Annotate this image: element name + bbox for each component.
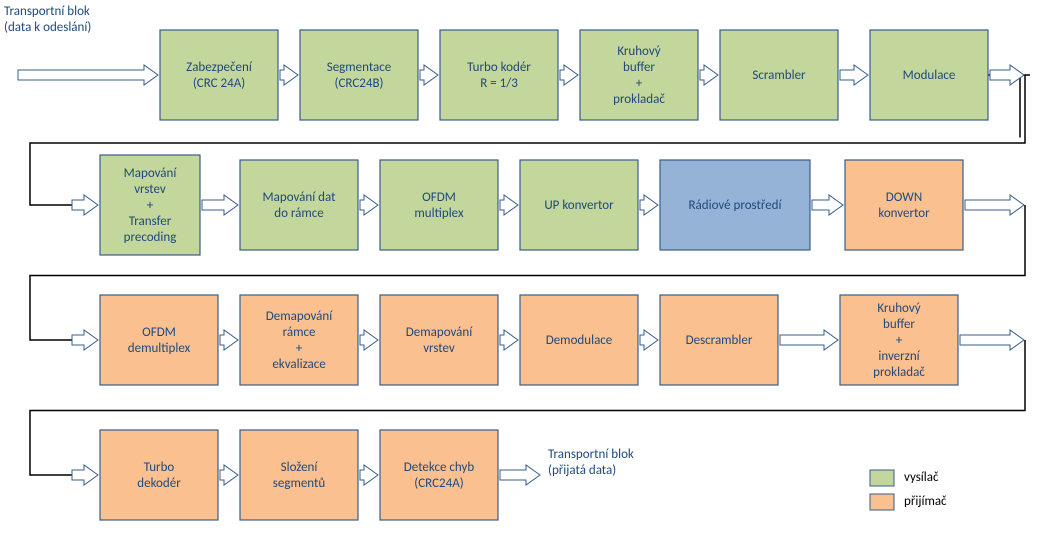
node-label: rámce xyxy=(283,325,316,340)
node-label: Kruhový xyxy=(877,301,920,316)
node-label: (CRC24A) xyxy=(414,476,463,491)
legend-swatch xyxy=(870,470,894,486)
flowchart-canvas: Zabezpečení(CRC 24A) Segmentace(CRC24B) Tu… xyxy=(0,0,1040,544)
arrow-right xyxy=(990,65,1024,85)
node-label: + xyxy=(896,333,903,348)
node-label: Segmentace xyxy=(327,60,392,75)
node-label: multiplex xyxy=(414,206,464,221)
node-label: inverzní xyxy=(878,349,920,364)
node-label: Demapování xyxy=(266,309,333,324)
arrow-right xyxy=(220,465,238,485)
node-label: Zabezpečení xyxy=(186,60,253,75)
arrow-right xyxy=(965,195,1024,215)
arrow-right xyxy=(780,330,838,350)
node-label: + xyxy=(296,341,303,356)
arrow-right xyxy=(420,65,438,85)
node-label: konvertor xyxy=(878,206,930,221)
node-label: prokladač xyxy=(613,92,665,107)
node-label: Mapování dat xyxy=(263,190,337,205)
arrow-right xyxy=(812,195,843,215)
output-label: (přijatá data) xyxy=(548,463,616,478)
node-label: Turbo xyxy=(144,460,175,475)
arrow-right xyxy=(18,65,158,85)
arrow-right xyxy=(280,65,298,85)
node-label: Modulace xyxy=(903,68,956,83)
arrow-right xyxy=(960,330,1024,350)
node-label: UP konvertor xyxy=(544,198,614,213)
arrow-right xyxy=(202,195,238,215)
arrow-right xyxy=(500,195,518,215)
arrow-right xyxy=(72,195,98,215)
node-label: ekvalizace xyxy=(272,357,325,372)
arrow-right xyxy=(640,330,658,350)
legend-swatch xyxy=(870,494,894,510)
node-label: Detekce chyb xyxy=(404,460,475,475)
node-label: do rámce xyxy=(274,206,323,221)
node-label: + xyxy=(147,198,154,213)
legend-label: přijímač xyxy=(904,494,947,509)
node-label: Demapování xyxy=(406,325,473,340)
arrow-right xyxy=(560,65,578,85)
node-label: buffer xyxy=(623,60,655,75)
arrow-right xyxy=(640,195,658,215)
node-label: buffer xyxy=(883,317,915,332)
input-label: Transportní blok xyxy=(4,4,90,19)
node-label: prokladač xyxy=(873,365,925,380)
node-label: Rádiové prostředí xyxy=(689,198,783,213)
arrow-right xyxy=(500,330,518,350)
node-label: Transfer xyxy=(129,214,172,229)
arrow-right xyxy=(360,330,378,350)
arrow-right xyxy=(72,330,98,350)
arrow-right xyxy=(72,465,98,485)
node-label: (CRC24B) xyxy=(335,76,384,91)
arrow-right xyxy=(840,65,868,85)
node-label: OFDM xyxy=(422,190,456,205)
arrow-right xyxy=(360,465,378,485)
node-label: vrstev xyxy=(134,182,166,197)
output-label: Transportní blok xyxy=(548,447,634,462)
node-label: vrstev xyxy=(423,341,455,356)
arrow-right xyxy=(700,65,718,85)
node-label: segmentů xyxy=(273,476,325,491)
node-label: (CRC 24A) xyxy=(193,76,245,91)
node-label: R = 1/3 xyxy=(480,76,518,91)
input-label: (data k odeslání) xyxy=(4,20,91,35)
arrow-right xyxy=(500,465,540,485)
legend-label: vysílač xyxy=(904,470,939,485)
node-label: Kruhový xyxy=(617,44,660,59)
node-label: Scrambler xyxy=(752,68,806,83)
node-label: dekodér xyxy=(137,476,181,491)
node-label: Turbo kodér xyxy=(467,60,531,75)
arrow-right xyxy=(360,195,378,215)
arrow-right xyxy=(220,330,238,350)
node-label: Demodulace xyxy=(546,333,613,348)
node-label: Descrambler xyxy=(686,333,753,348)
node-label: Složení xyxy=(281,460,319,475)
node-label: demultiplex xyxy=(128,341,191,356)
node-label: + xyxy=(636,76,643,91)
node-label: precoding xyxy=(124,230,177,245)
node-label: OFDM xyxy=(142,325,176,340)
node-label: DOWN xyxy=(886,190,922,205)
node-label: Mapování xyxy=(124,166,178,181)
